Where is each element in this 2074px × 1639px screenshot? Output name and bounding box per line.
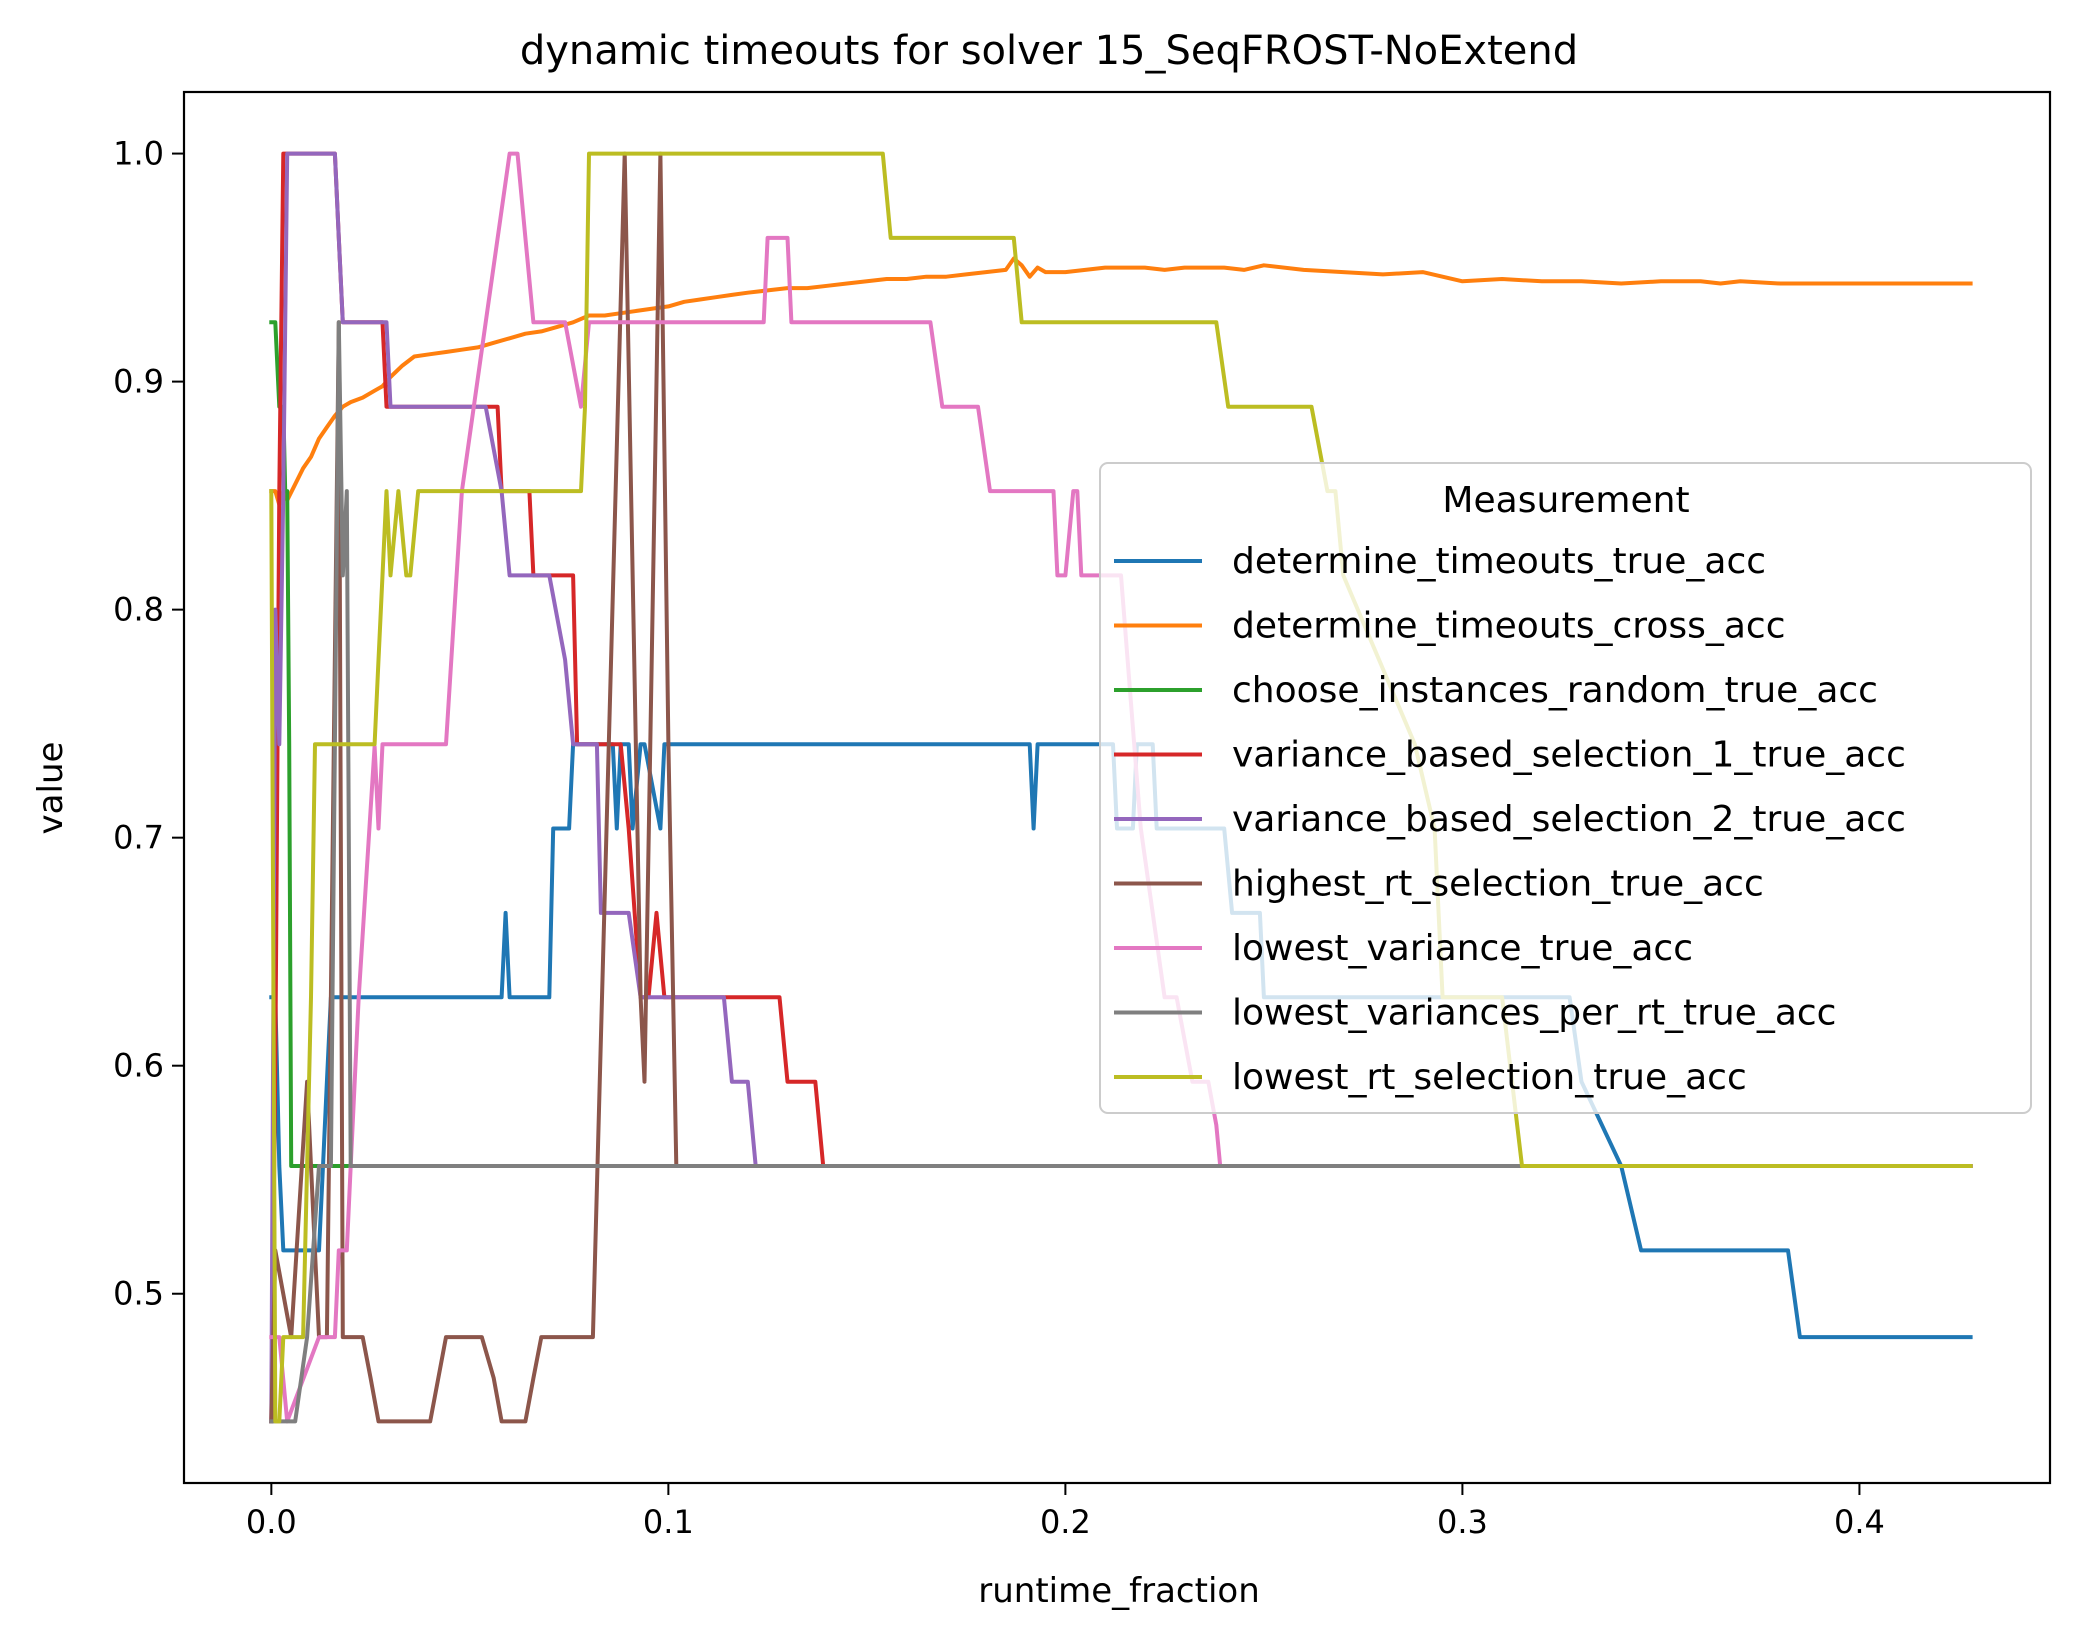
x-tick-label: 0.3 <box>1437 1503 1488 1541</box>
x-tick-label: 0.0 <box>246 1503 297 1541</box>
y-tick-label: 0.8 <box>113 591 164 629</box>
x-tick-label: 0.2 <box>1040 1503 1091 1541</box>
legend-box <box>1099 462 2032 1114</box>
series-line-8 <box>269 320 1973 1424</box>
legend-entries: determine_timeouts_true_acc determine_tim… <box>1114 541 1906 1098</box>
legend-label: highest_rt_selection_true_acc <box>1232 864 1764 905</box>
y-tick-label: 0.6 <box>113 1047 164 1085</box>
y-tick-label: 0.7 <box>113 819 164 857</box>
series-line-2 <box>269 256 1973 507</box>
y-axis-ticks: 0.5 0.6 0.7 0.8 0.9 1.0 <box>113 135 184 1313</box>
y-tick-label: 1.0 <box>113 135 164 173</box>
x-tick-label: 0.1 <box>643 1503 694 1541</box>
y-tick-label: 0.9 <box>113 363 164 401</box>
legend-label: determine_timeouts_true_acc <box>1232 541 1766 582</box>
legend-label: choose_instances_random_true_acc <box>1232 670 1878 711</box>
legend-label: lowest_rt_selection_true_acc <box>1232 1057 1747 1098</box>
x-tick-label: 0.4 <box>1834 1503 1885 1541</box>
y-tick-label: 0.5 <box>113 1275 164 1313</box>
legend-label: variance_based_selection_1_true_acc <box>1232 735 1906 776</box>
legend-title: Measurement <box>1442 480 1689 521</box>
x-axis-label: runtime_fraction <box>978 1571 1260 1611</box>
y-axis-label: value <box>31 742 71 835</box>
x-axis-ticks: 0.0 0.1 0.2 0.3 0.4 <box>246 1483 1885 1541</box>
series-line-5 <box>269 151 1973 1424</box>
legend-label: lowest_variance_true_acc <box>1232 928 1693 969</box>
legend: Measurement determine_timeouts_true_accd… <box>1099 462 2032 1114</box>
legend-label: lowest_variances_per_rt_true_acc <box>1232 993 1836 1034</box>
legend-label: determine_timeouts_cross_acc <box>1232 606 1786 647</box>
chart-title: dynamic timeouts for solver 15_SeqFROST-… <box>520 28 1578 74</box>
legend-label: variance_based_selection_2_true_acc <box>1232 799 1906 840</box>
plot-frame <box>182 90 2052 1485</box>
